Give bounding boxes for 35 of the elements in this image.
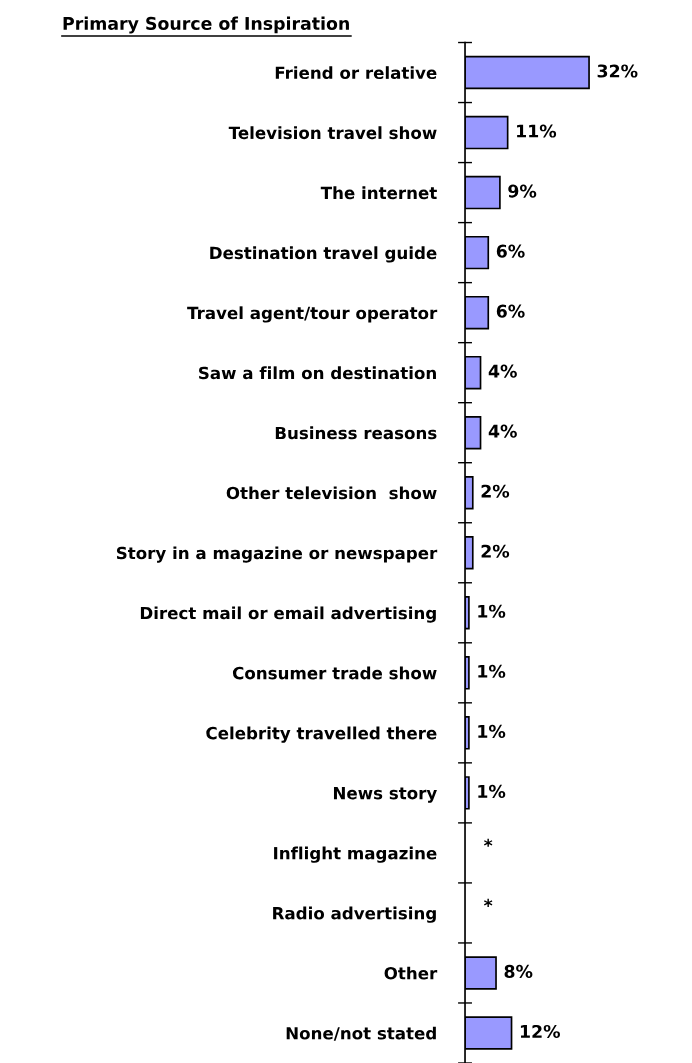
y-tick-label: Destination travel guide	[210, 246, 437, 263]
y-tick-label: Celebrity travelled there	[206, 726, 437, 743]
y-tick-label: Television travel show	[228, 126, 437, 140]
data-label: 11%	[517, 124, 557, 138]
text: *	[483, 898, 493, 907]
data-label: 4%	[488, 364, 517, 378]
text: *	[483, 838, 493, 847]
y-tick-label: Direct mail or email advertising	[140, 606, 436, 623]
text: Primary Source of Inspiration	[63, 16, 349, 34]
y-tick-label: Business reasons	[275, 426, 437, 440]
y-tick-label: The internet	[320, 186, 437, 200]
y-tick-label: News story	[333, 786, 437, 803]
data-label: 6%	[496, 244, 525, 258]
data-label: 8%	[504, 964, 533, 978]
data-label: 1%	[478, 604, 506, 618]
y-tick-label: Friend or relative	[275, 66, 437, 80]
data-label: 2%	[481, 484, 510, 498]
y-tick-label: Consumer trade show	[232, 666, 437, 680]
data-label: 1%	[478, 664, 506, 678]
y-tick-label: Inflight magazine	[274, 846, 437, 863]
data-label: 6%	[496, 304, 525, 318]
data-label: 1%	[478, 784, 506, 798]
y-tick-label: Other television show	[226, 486, 437, 500]
y-tick-label: Story in a magazine or newspaper	[116, 546, 438, 563]
y-tick-label: Travel agent/tour operator	[187, 306, 438, 323]
y-tick-label: Radio advertising	[273, 906, 436, 923]
y-tick-label: Saw a film on destination	[199, 366, 436, 380]
data-label: 32%	[597, 64, 638, 78]
data-label: 4%	[488, 424, 517, 438]
y-tick-label: None/not stated	[286, 1026, 436, 1041]
data-label: 1%	[478, 724, 506, 738]
y-tick-label: Other	[384, 966, 438, 980]
data-label: 9%	[508, 184, 537, 198]
data-label: 12%	[520, 1024, 560, 1039]
data-label: 2%	[481, 544, 510, 558]
